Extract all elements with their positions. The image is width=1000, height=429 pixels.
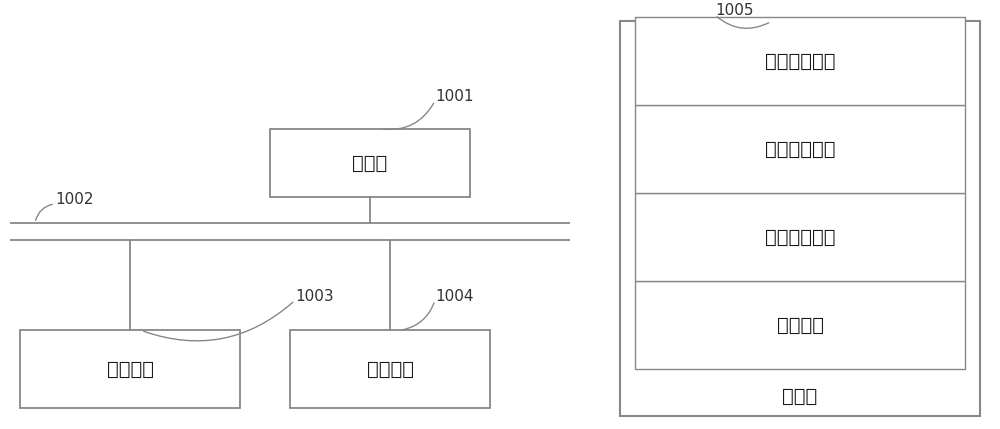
Text: 舵机控制程序: 舵机控制程序 <box>765 51 835 71</box>
Text: 存储器: 存储器 <box>782 387 818 406</box>
Bar <box>635 105 965 193</box>
Bar <box>635 17 965 105</box>
Text: 用户接口模块: 用户接口模块 <box>765 139 835 159</box>
Text: 网络通信模块: 网络通信模块 <box>765 227 835 247</box>
Text: 网络接口: 网络接口 <box>366 360 414 378</box>
Text: 处理器: 处理器 <box>352 154 388 172</box>
Text: 用户接口: 用户接口 <box>106 360 154 378</box>
Text: 操作系统: 操作系统 <box>776 315 824 335</box>
Bar <box>20 330 240 408</box>
Bar <box>620 21 980 416</box>
Bar <box>635 193 965 281</box>
Text: 1005: 1005 <box>715 3 754 18</box>
Bar <box>270 129 470 197</box>
Text: 1001: 1001 <box>435 89 474 104</box>
Text: 1003: 1003 <box>295 289 334 303</box>
Bar <box>635 281 965 369</box>
Bar <box>290 330 490 408</box>
Text: 1004: 1004 <box>435 289 474 303</box>
Text: 1002: 1002 <box>55 192 94 207</box>
